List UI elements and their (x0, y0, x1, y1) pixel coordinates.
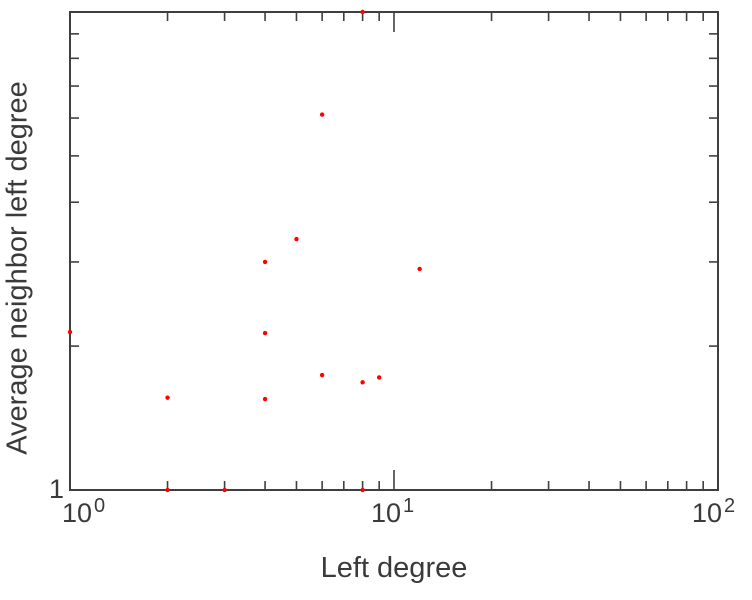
data-point (376, 375, 382, 380)
data-point (165, 487, 170, 493)
data-point (360, 9, 365, 15)
x-tick-exponent: 0 (94, 495, 106, 517)
plot-frame (69, 11, 719, 491)
data-point (262, 396, 268, 402)
x-axis-title: Left degree (320, 552, 468, 584)
data-point (222, 487, 227, 493)
x-tick-label-10e0: 10 0 (62, 495, 106, 529)
data-point (262, 259, 268, 265)
y-tick-label-1: 1 (48, 474, 64, 504)
data-point (67, 329, 73, 335)
data-point (360, 380, 365, 385)
x-tick-label-10e1: 10 1 (371, 495, 415, 529)
data-point (319, 112, 325, 117)
x-tick-label-10e2: 10 2 (692, 495, 736, 529)
data-point (360, 487, 365, 493)
data-point (294, 236, 299, 242)
y-axis-title: Average neighbor left degree (1, 81, 34, 455)
data-point (417, 266, 422, 272)
data-point (165, 395, 170, 400)
x-tick-exponent: 2 (724, 495, 736, 517)
data-point (319, 372, 325, 378)
x-tick-base: 10 (692, 498, 723, 528)
data-point (262, 330, 268, 336)
x-tick-base: 10 (371, 498, 402, 528)
x-tick-base: 10 (62, 498, 93, 528)
x-tick-exponent: 1 (403, 495, 415, 517)
